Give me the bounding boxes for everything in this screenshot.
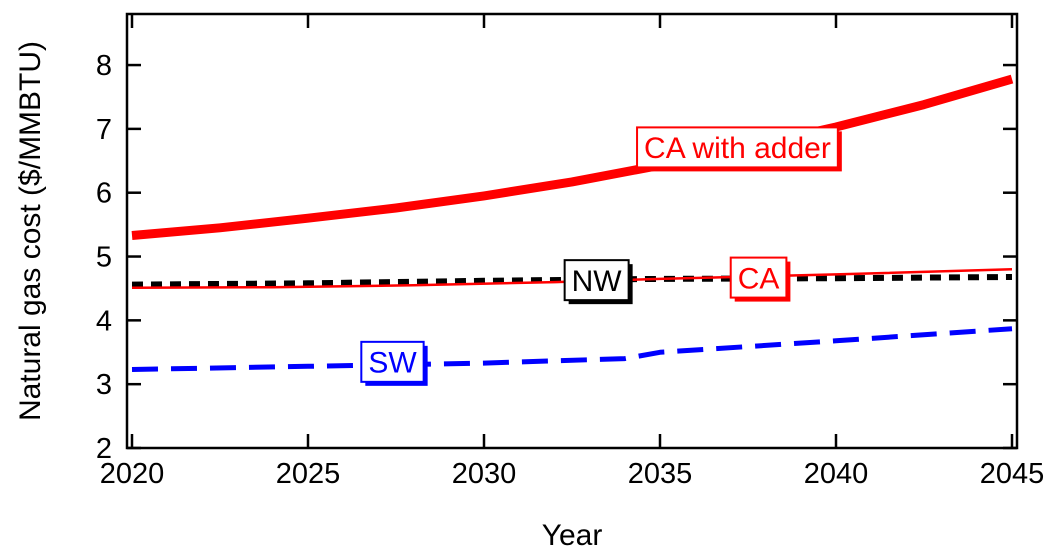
label-box xyxy=(360,340,425,383)
label-box xyxy=(729,256,788,299)
y-tick-label: 6 xyxy=(96,178,112,210)
series-label-text: CA with adder xyxy=(644,132,831,165)
series-label: NW xyxy=(563,259,633,305)
series-label-text: NW xyxy=(572,265,623,298)
series-label: CA with adder xyxy=(636,126,842,172)
label-box xyxy=(636,126,839,169)
x-tick-label: 2045 xyxy=(980,458,1045,490)
series-label-text: SW xyxy=(368,347,417,380)
series-lines xyxy=(131,74,1014,372)
series-line xyxy=(131,74,1014,240)
x-tick-label: 2020 xyxy=(100,458,165,490)
y-tick-label: 5 xyxy=(96,242,112,274)
x-tick-label: 2030 xyxy=(452,458,517,490)
plot-frame xyxy=(125,12,1019,450)
y-tick-label: 2 xyxy=(96,433,112,465)
x-axis-title: Year xyxy=(542,519,603,551)
series-line xyxy=(131,326,1013,372)
x-tick-label: 2040 xyxy=(804,458,869,490)
series-labels: CA with adder NW CA SW xyxy=(360,126,842,386)
x-tick-label: 2035 xyxy=(628,458,693,490)
series-label: CA xyxy=(729,256,791,302)
series-label: SW xyxy=(360,340,428,386)
series-label-text: CA xyxy=(738,262,780,295)
y-tick-label: 7 xyxy=(96,114,112,146)
y-tick-label: 8 xyxy=(96,50,112,82)
tick-marks: 2 3 4 5 6 7 8 2020 2025 2030 2035 2040 2045 xyxy=(96,14,1044,490)
series-line xyxy=(131,268,1013,290)
y-tick-label: 4 xyxy=(96,305,112,337)
label-box xyxy=(563,259,630,302)
y-axis-title: Natural gas cost ($/MMBTU) xyxy=(14,41,47,421)
x-tick-label: 2025 xyxy=(276,458,341,490)
y-tick-label: 3 xyxy=(96,369,112,401)
